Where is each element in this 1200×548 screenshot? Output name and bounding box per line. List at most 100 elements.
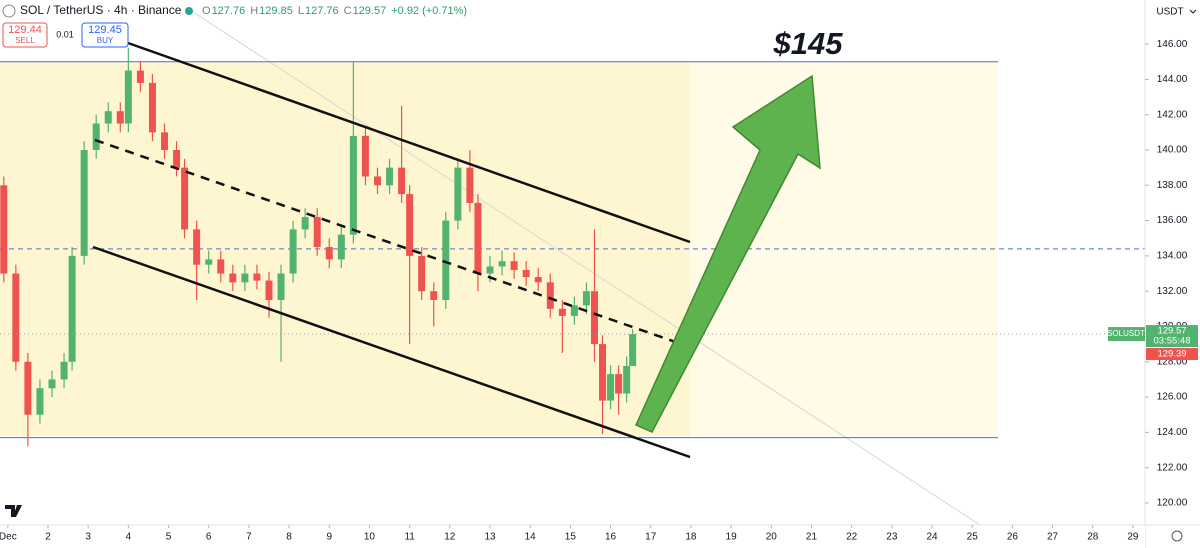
- x-tick-label: 29: [1127, 532, 1139, 543]
- candle-body: [386, 167, 394, 186]
- candle-body: [193, 229, 201, 265]
- levels: [0, 61, 1145, 439]
- y-tick-label: 140.00: [1157, 145, 1188, 156]
- x-tick-label: 27: [1047, 532, 1059, 543]
- tag-label: SOLUSDT: [1107, 329, 1145, 338]
- x-tick-label: 16: [605, 532, 617, 543]
- time-axis: [0, 525, 1145, 548]
- candle-body: [546, 282, 554, 309]
- ohlc-value: 129.57: [353, 5, 387, 17]
- candle-body: [301, 217, 309, 230]
- candle-body: [398, 167, 406, 195]
- x-tick-label: 15: [565, 532, 577, 543]
- candle-body: [241, 273, 249, 283]
- buy-label: BUY: [97, 36, 114, 45]
- x-tick-label: 9: [326, 532, 332, 543]
- trend-line: [189, 9, 981, 526]
- x-tick-label: 22: [846, 532, 858, 543]
- x-tick-label: 7: [246, 532, 252, 543]
- y-tick-label: 146.00: [1157, 39, 1188, 50]
- candle-body: [607, 374, 615, 401]
- candle-body: [325, 247, 333, 260]
- ohlc-label: L: [298, 5, 304, 17]
- candle-body: [116, 111, 124, 124]
- x-tick-label: 23: [886, 532, 898, 543]
- x-tick-label: 17: [645, 532, 657, 543]
- x-tick-label: 21: [806, 532, 818, 543]
- candle-body: [570, 305, 578, 316]
- ohlc-label: C: [344, 5, 352, 17]
- last-price-box: [1146, 325, 1198, 348]
- x-tick-label: 20: [766, 532, 778, 543]
- y-tick-label: 126.00: [1157, 392, 1188, 403]
- candle-body: [629, 334, 637, 366]
- candle-body: [558, 308, 566, 316]
- buy-price: 129.45: [88, 24, 122, 36]
- axis-labels: 120.00122.00124.00126.00128.00130.00132.…: [0, 39, 1198, 543]
- channel-upper: [127, 41, 691, 244]
- x-tick-label: 8: [286, 532, 292, 543]
- candle-body: [60, 361, 68, 380]
- tag-label-box: [1108, 327, 1145, 342]
- candle-body: [173, 150, 181, 168]
- candle-body: [534, 277, 542, 283]
- x-tick-label: 12: [444, 532, 456, 543]
- settings-icon[interactable]: [1171, 530, 1183, 542]
- status-dot: [185, 7, 193, 15]
- ohlc: O 127.76 H 129.85 L 127.76 C 129.57 +0.92 (+0.71…: [202, 5, 467, 17]
- candle-body: [229, 273, 237, 283]
- sell-label: SELL: [15, 36, 35, 45]
- x-tick-label: 25: [967, 532, 979, 543]
- bid-price: 129.39: [1157, 349, 1186, 360]
- x-tick-label: 13: [484, 532, 496, 543]
- symbol-icon: [2, 4, 16, 18]
- target-annotation: $145: [773, 26, 844, 61]
- candle-body: [486, 266, 494, 274]
- candle-body: [92, 123, 100, 150]
- logo: [5, 505, 22, 517]
- ohlc-value: 127.76: [305, 5, 339, 17]
- channel-mid: [94, 138, 691, 349]
- candle-body: [418, 255, 426, 292]
- candle-body: [349, 135, 357, 235]
- sell-price: 129.44: [8, 24, 42, 36]
- candle-body: [12, 273, 20, 362]
- buy-button[interactable]: [81, 22, 129, 48]
- y-tick-label: 134.00: [1157, 251, 1188, 262]
- x-tick-label: 28: [1087, 532, 1099, 543]
- candle-body: [289, 229, 297, 274]
- price-axis: [1145, 0, 1200, 548]
- candle-body: [136, 70, 144, 83]
- candle-body: [124, 70, 132, 124]
- bid-box: [1146, 348, 1198, 361]
- candle-body: [615, 374, 623, 394]
- candles: [0, 47, 1145, 447]
- y-tick-label: 132.00: [1157, 286, 1188, 297]
- x-tick-label: Dec: [0, 532, 17, 543]
- currency[interactable]: USDT: [1156, 7, 1183, 18]
- candle-body: [36, 388, 44, 415]
- y-tick-label: 138.00: [1157, 180, 1188, 191]
- sell-button[interactable]: [2, 22, 48, 48]
- x-tick-label: 10: [364, 532, 376, 543]
- change: +0.92 (+0.71%): [391, 5, 467, 17]
- candle-body: [442, 220, 450, 300]
- x-tick-label: 4: [126, 532, 132, 543]
- x-tick-label: 26: [1007, 532, 1019, 543]
- candle-body: [466, 167, 474, 203]
- candle-body: [68, 255, 76, 362]
- currency-caret: [1189, 9, 1197, 14]
- candle-body: [265, 280, 273, 300]
- y-tick-label: 120.00: [1157, 498, 1188, 509]
- x-tick-label: 11: [404, 532, 415, 543]
- candle-body: [0, 185, 8, 274]
- candle-body: [406, 194, 414, 256]
- candle-body: [313, 217, 321, 248]
- ohlc-label: H: [250, 5, 258, 17]
- spread: 0.01: [56, 29, 74, 39]
- candle-body: [277, 273, 285, 300]
- y-tick-label: 142.00: [1157, 109, 1188, 120]
- candle-body: [161, 132, 169, 150]
- x-tick-label: 3: [85, 532, 91, 543]
